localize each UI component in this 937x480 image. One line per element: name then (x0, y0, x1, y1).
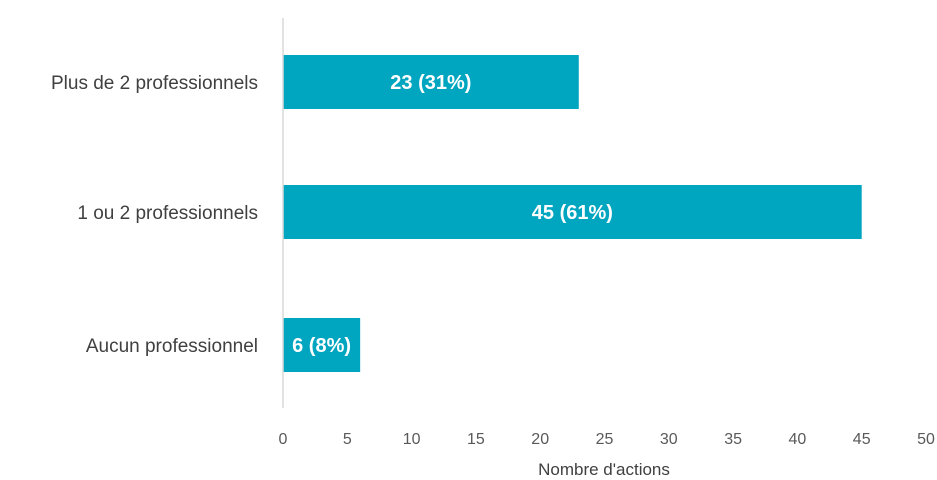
bar-2 (283, 185, 862, 239)
category-label-1: Plus de 2 professionnels (51, 73, 258, 94)
x-tick-label-35: 35 (724, 431, 742, 448)
x-tick-label-45: 45 (853, 431, 871, 448)
x-tick-label-15: 15 (467, 431, 485, 448)
x-tick-label-20: 20 (531, 431, 549, 448)
data-label-2: 45 (61%) (532, 202, 613, 224)
bars-group (283, 55, 862, 372)
x-tick-label-30: 30 (660, 431, 678, 448)
x-tick-labels-group: 0 5 10 15 20 25 30 35 40 45 50 (279, 431, 935, 448)
x-tick-label-5: 5 (343, 431, 352, 448)
category-label-2: 1 ou 2 professionnels (77, 203, 258, 224)
category-label-3: Aucun professionnel (86, 336, 258, 357)
x-tick-label-0: 0 (279, 431, 288, 448)
data-label-1: 23 (31%) (390, 72, 471, 94)
x-tick-label-40: 40 (789, 431, 807, 448)
data-label-3: 6 (8%) (292, 335, 351, 357)
x-tick-label-50: 50 (917, 431, 935, 448)
data-labels-group: 23 (31%) 45 (61%) 6 (8%) (292, 72, 613, 357)
x-axis-title: Nombre d'actions (538, 460, 670, 479)
x-tick-label-10: 10 (403, 431, 421, 448)
bar-1 (283, 55, 579, 109)
x-tick-label-25: 25 (596, 431, 614, 448)
category-labels-group: Plus de 2 professionnels 1 ou 2 professio… (51, 73, 258, 357)
bar-3 (283, 318, 361, 372)
